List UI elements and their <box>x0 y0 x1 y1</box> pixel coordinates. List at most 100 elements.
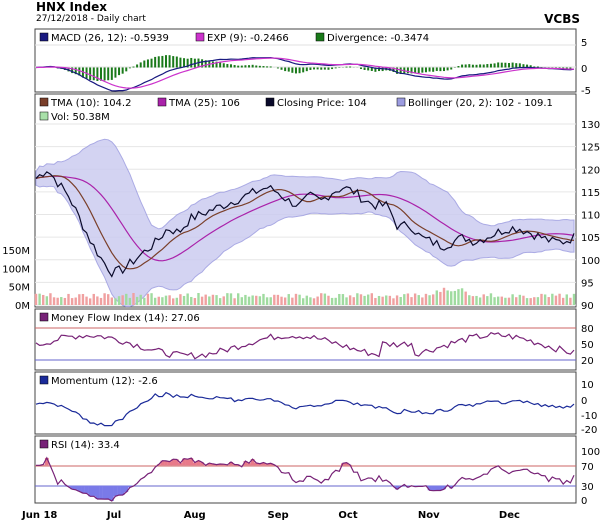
volume-bar <box>125 293 128 305</box>
volume-bar <box>403 294 406 305</box>
mfi-ytick-20: 20 <box>581 356 594 367</box>
rsi-fill <box>113 485 118 497</box>
divergence-bar <box>410 67 413 74</box>
macd-ytick-5: 5 <box>581 38 587 49</box>
divergence-bar <box>183 58 186 68</box>
volume-bar <box>226 293 229 305</box>
volume-bar <box>507 297 511 305</box>
divergence-bar <box>558 67 561 69</box>
volume-bar <box>363 295 366 305</box>
divergence-bar <box>464 64 467 68</box>
divergence-bar <box>435 67 438 71</box>
x-axis-label: Jul <box>106 510 121 521</box>
volume-bar <box>345 297 348 305</box>
divergence-bar <box>291 67 294 73</box>
price-legend: TMA (10): 104.2 TMA (25): 106 Closing Pr… <box>39 97 553 123</box>
rsi-fill <box>254 462 259 466</box>
rsi-fill <box>431 485 436 491</box>
volume-bar <box>561 297 565 305</box>
divergence-bar <box>302 67 305 73</box>
volume-bar <box>269 297 272 305</box>
price-ytick: 110 <box>581 211 600 222</box>
rsi-fill <box>117 485 121 496</box>
mfi-ytick-80: 80 <box>581 324 594 335</box>
divergence-bar <box>229 64 232 68</box>
volume-bar <box>229 293 233 305</box>
volume-bar <box>175 297 179 305</box>
volume-bar <box>385 295 388 305</box>
momentum-line <box>35 391 575 427</box>
volume-bar <box>453 290 457 305</box>
closing-price-line <box>35 171 575 278</box>
x-axis-label: Sep <box>268 510 289 521</box>
volume-bar <box>92 293 95 305</box>
volume-bar <box>486 296 489 305</box>
volume-bar <box>222 296 225 305</box>
divergence-bar <box>536 66 539 68</box>
volume-bar <box>334 297 337 305</box>
rsi-fill <box>88 485 93 497</box>
volume-bar <box>366 294 370 305</box>
volume-bar <box>543 294 547 305</box>
volume-bar <box>554 295 558 305</box>
x-axis-label: Oct <box>338 510 357 521</box>
divergence-bar <box>121 67 124 74</box>
divergence-bar <box>128 67 131 69</box>
volume-bar <box>52 297 56 305</box>
volume-bar <box>294 293 298 305</box>
price-ytick: 95 <box>581 278 594 289</box>
divergence-bar <box>482 64 485 68</box>
divergence-bar <box>493 63 496 68</box>
divergence-bar <box>554 67 557 69</box>
volume-bar <box>287 294 290 305</box>
volume-bar <box>251 295 254 305</box>
divergence-bar <box>146 59 149 68</box>
volume-bar <box>464 291 467 305</box>
volume-bar <box>460 288 464 305</box>
volume-bar <box>255 295 258 305</box>
brand-label: VCBS <box>544 12 580 26</box>
divergence-bar <box>432 67 435 72</box>
volume-bar <box>496 296 500 305</box>
volume-bar <box>572 293 576 305</box>
volume-bar <box>515 297 518 305</box>
divergence-bar <box>468 64 471 68</box>
x-axis-label: Nov <box>418 510 440 521</box>
volume-bar <box>70 298 74 305</box>
volume-bar <box>244 294 247 305</box>
divergence-bar <box>551 67 554 69</box>
divergence-bar <box>179 57 182 68</box>
rsi-fill <box>427 485 432 491</box>
volume-bar <box>330 297 334 305</box>
volume-bar <box>114 298 117 305</box>
divergence-bar <box>305 67 308 72</box>
volume-bar <box>161 297 164 305</box>
volume-ytick: 100M <box>2 264 30 275</box>
divergence-bar <box>280 67 283 70</box>
rsi-fill <box>261 462 266 466</box>
divergence-bar <box>233 65 236 68</box>
price-ytick: 90 <box>581 301 594 312</box>
divergence-bar <box>565 67 568 69</box>
rsi-fill <box>257 463 262 466</box>
divergence-bar <box>251 64 254 68</box>
divergence-bar <box>255 65 258 68</box>
volume-bar <box>475 295 478 305</box>
volume-bar <box>88 298 92 305</box>
price-ytick: 105 <box>581 233 600 244</box>
rsi-fill <box>77 485 82 492</box>
volume-bar <box>442 287 446 305</box>
divergence-bar <box>327 67 330 70</box>
divergence-bar <box>374 67 377 72</box>
divergence-bar <box>298 67 301 74</box>
volume-bar <box>348 295 352 305</box>
volume-bar <box>478 297 482 305</box>
rsi-fill <box>120 485 125 496</box>
volume-bar <box>60 297 63 305</box>
volume-bar <box>392 298 395 305</box>
volume-bar <box>67 293 70 305</box>
volume-bar <box>468 295 471 305</box>
volume-bar <box>471 296 475 305</box>
divergence-bar <box>316 67 319 70</box>
rsi-fill <box>171 459 176 466</box>
